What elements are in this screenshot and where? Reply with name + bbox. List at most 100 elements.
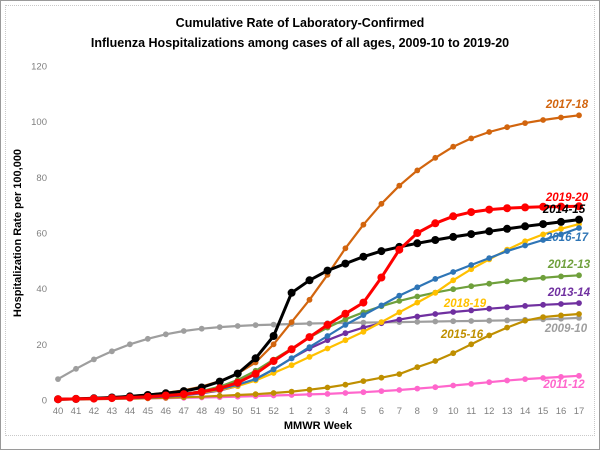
data-point-2014-15 [539,220,548,229]
data-point-2019-20 [521,203,530,212]
data-point-2009-10 [306,320,313,327]
data-point-2012-13 [342,316,349,323]
data-point-2016-17 [306,344,313,350]
x-tick-41: 41 [71,406,82,417]
data-point-2017-18 [342,245,349,252]
x-tick-11: 11 [466,406,476,417]
x-tick-46: 46 [161,406,172,417]
data-point-2011-12 [342,390,349,396]
data-point-2013-14 [576,300,582,306]
data-point-2016-17 [576,225,582,231]
data-point-2017-18 [360,221,367,228]
data-point-2015-16 [252,391,259,398]
data-point-2015-16 [360,378,367,384]
data-point-2015-16 [540,314,546,320]
data-point-2016-17 [396,292,403,299]
y-tick-80: 80 [36,173,47,184]
data-point-2018-19 [450,277,457,284]
data-point-2016-17 [432,276,439,282]
data-point-2017-18 [522,120,528,126]
data-point-2017-18 [270,341,277,348]
x-tick-1: 1 [289,406,294,417]
data-point-2014-15 [233,369,242,378]
data-point-2015-16 [378,374,385,381]
data-point-2019-20 [305,333,314,342]
series-line-2013-14 [57,302,580,401]
data-point-2009-10 [234,323,241,329]
data-point-2015-16 [306,386,313,393]
series-label-2016-17: 2016-17 [545,232,589,244]
data-point-2013-14 [324,337,331,344]
data-point-2015-16 [522,317,528,324]
data-point-2019-20 [359,298,368,307]
data-point-2019-20 [377,273,386,282]
data-point-2012-13 [396,298,403,304]
data-point-2009-10 [360,319,367,326]
x-tick-44: 44 [125,406,136,417]
y-tick-40: 40 [36,284,47,295]
data-point-2019-20 [539,202,548,211]
data-point-2013-14 [522,303,528,309]
series-label-2013-14: 2013-14 [547,287,591,299]
data-point-2019-20 [251,369,260,378]
x-tick-40: 40 [53,406,64,417]
data-point-2017-18 [378,200,385,207]
data-point-2018-19 [288,362,295,369]
data-point-2015-16 [414,364,421,371]
data-point-2019-20 [89,394,98,403]
data-point-2009-10 [270,321,277,328]
data-point-2012-13 [504,278,510,285]
data-point-2011-12 [522,376,528,382]
data-point-2009-10 [198,325,205,332]
data-point-2017-18 [468,135,475,142]
data-point-2009-10 [504,317,510,324]
series-label-2015-16: 2015-16 [440,329,484,341]
data-point-2009-10 [73,365,79,372]
x-tick-6: 6 [379,406,384,417]
data-point-2012-13 [486,280,493,287]
data-point-2019-20 [395,245,404,254]
series-line-2018-19 [57,223,580,401]
x-tick-51: 51 [250,406,261,417]
data-point-2013-14 [558,301,564,307]
series-label-2017-18: 2017-18 [545,99,589,111]
data-point-2019-20 [161,391,170,400]
data-point-2011-12 [396,387,403,393]
data-point-2019-20 [125,393,134,402]
data-point-2011-12 [378,388,385,394]
x-tick-47: 47 [178,406,189,417]
x-axis-ticks: 40 41 42 43 44 45 46 47 48 49 50 51 52 1 2 3 4 5 6 7 8 9 10 11 1… [53,406,585,417]
x-tick-50: 50 [232,406,243,417]
data-point-2014-15 [215,377,224,386]
x-tick-7: 7 [397,406,402,417]
data-point-2019-20 [197,387,206,396]
data-point-2014-15 [557,217,565,226]
data-point-2016-17 [324,333,331,339]
y-tick-60: 60 [36,229,47,240]
data-point-2012-13 [414,293,421,300]
x-tick-5: 5 [361,406,366,417]
data-point-2013-14 [468,307,475,314]
data-point-2014-15 [503,224,512,233]
data-point-2017-18 [486,129,493,135]
data-point-2017-18 [306,296,313,303]
data-point-2009-10 [414,318,421,325]
data-point-2014-15 [341,259,350,268]
x-tick-42: 42 [89,406,100,417]
data-point-2019-20 [107,394,116,403]
data-point-2014-15 [449,232,458,241]
data-point-2015-16 [558,312,564,319]
data-point-2016-17 [522,242,528,249]
data-point-2015-16 [504,324,510,331]
data-point-2014-15 [251,354,260,363]
data-point-2016-17 [342,322,349,328]
x-tick-8: 8 [415,406,420,417]
series-label-2011-12: 2011-12 [542,379,585,391]
series-line-2009-10 [57,316,580,381]
x-tick-12: 12 [484,406,495,417]
data-point-2018-19 [468,266,475,273]
data-point-2015-16 [396,371,403,377]
data-point-2019-20 [467,208,476,217]
data-point-2013-14 [486,305,493,312]
y-tick-100: 100 [31,117,47,128]
